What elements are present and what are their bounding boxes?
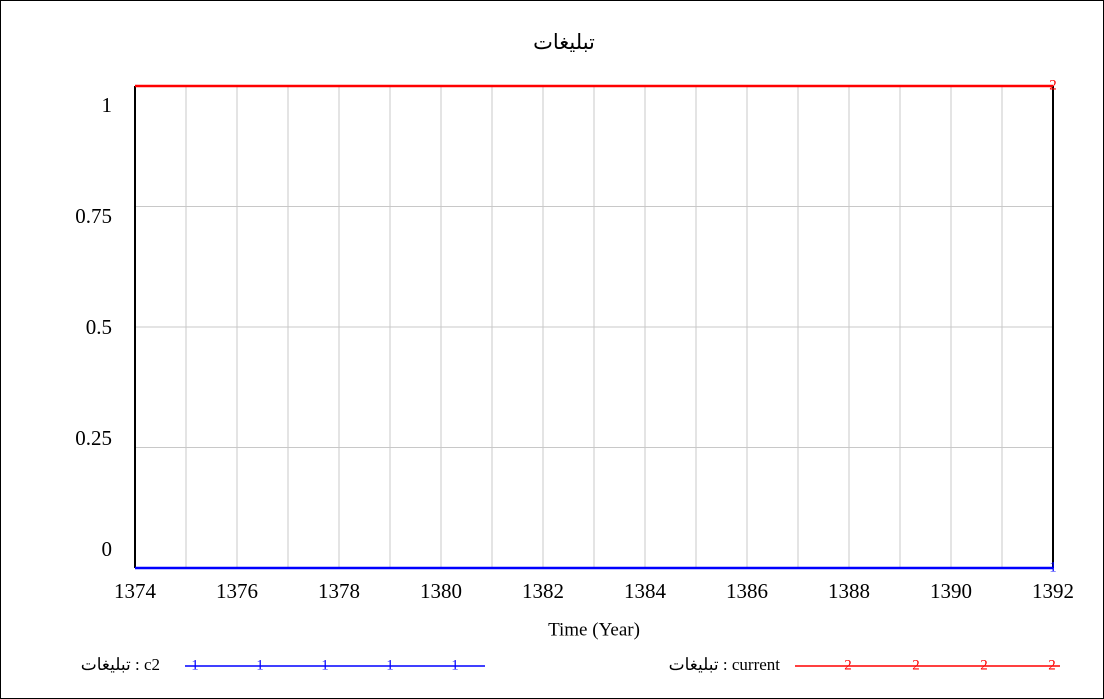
series-marker: 2	[1049, 77, 1057, 93]
x-tick-label: 1376	[216, 579, 258, 603]
legend-label: تبليغات : current	[669, 655, 781, 674]
x-tick-label: 1382	[522, 579, 564, 603]
x-tick-label: 1386	[726, 579, 768, 603]
legend-marker: 1	[256, 657, 264, 673]
y-tick-label: 0	[102, 537, 113, 561]
legend-marker: 1	[386, 657, 394, 673]
legend-marker: 1	[191, 657, 199, 673]
x-axis-label: Time (Year)	[548, 619, 640, 640]
y-tick-label: 1	[102, 93, 113, 117]
legend-marker: 2	[1048, 657, 1056, 673]
legend-marker: 2	[844, 657, 852, 673]
x-tick-label: 1390	[930, 579, 972, 603]
x-tick-label: 1380	[420, 579, 462, 603]
y-tick-label: 0.5	[86, 315, 112, 339]
y-tick-label: 0.25	[75, 426, 112, 450]
legend-label: تبليغات : c2	[81, 655, 160, 674]
series-marker: 1	[1049, 559, 1057, 575]
legend-marker: 1	[451, 657, 459, 673]
chart-title: تبليغات	[533, 30, 595, 54]
legend-marker: 2	[980, 657, 988, 673]
x-tick-label: 1392	[1032, 579, 1074, 603]
legend-marker: 1	[321, 657, 329, 673]
x-tick-label: 1378	[318, 579, 360, 603]
x-tick-label: 1384	[624, 579, 667, 603]
x-tick-label: 1374	[114, 579, 157, 603]
legend-marker: 2	[912, 657, 920, 673]
x-tick-label: 1388	[828, 579, 870, 603]
y-tick-label: 0.75	[75, 204, 112, 228]
